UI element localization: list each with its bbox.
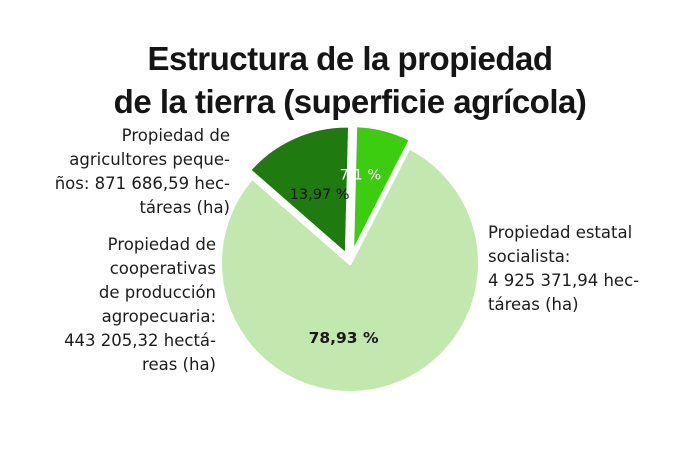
pie-slice <box>218 145 482 395</box>
annotation-cooperativas-line: cooperativas <box>109 259 216 278</box>
annotation-pequenos: Propiedad de agricultores peque- ños: 87… <box>55 124 230 220</box>
annotation-estatal-line: táreas (ha) <box>488 295 579 314</box>
annotation-cooperativas-line: agropecuaria: <box>101 307 216 326</box>
annotation-estatal-line: socialista: <box>488 247 571 266</box>
annotation-cooperativas-line: de producción <box>98 283 216 302</box>
chart-title-line-1: Estructura de la propiedad <box>147 40 553 77</box>
annotation-cooperativas-line: reas (ha) <box>142 355 216 374</box>
slice-data-label: 13,97 % <box>290 187 350 203</box>
annotation-estatal-line: Propiedad estatal <box>488 223 633 242</box>
annotation-pequenos-line: agricultores peque- <box>69 150 230 169</box>
annotation-pequenos-line: táreas (ha) <box>139 198 230 217</box>
chart-title-line-2: de la tierra (superficie agrícola) <box>113 83 587 120</box>
slice-data-label: 78,93 % <box>309 329 379 347</box>
annotation-cooperativas: Propiedad de cooperativas de producción … <box>64 233 216 377</box>
annotation-cooperativas-line: 443 205,32 hectá- <box>64 331 216 350</box>
annotation-pequenos-line: ños: 871 686,59 hec- <box>54 174 230 193</box>
pie-slice <box>246 123 353 258</box>
pie-slice <box>349 123 413 258</box>
annotation-estatal-line: 4 925 371,94 hec- <box>488 271 640 290</box>
annotation-pequenos-line: Propiedad de <box>121 126 230 145</box>
annotation-cooperativas-line: Propiedad de <box>107 235 216 254</box>
slice-data-label: 7,1 % <box>340 168 381 184</box>
annotation-estatal: Propiedad estatal socialista: 4 925 371,… <box>488 221 639 317</box>
